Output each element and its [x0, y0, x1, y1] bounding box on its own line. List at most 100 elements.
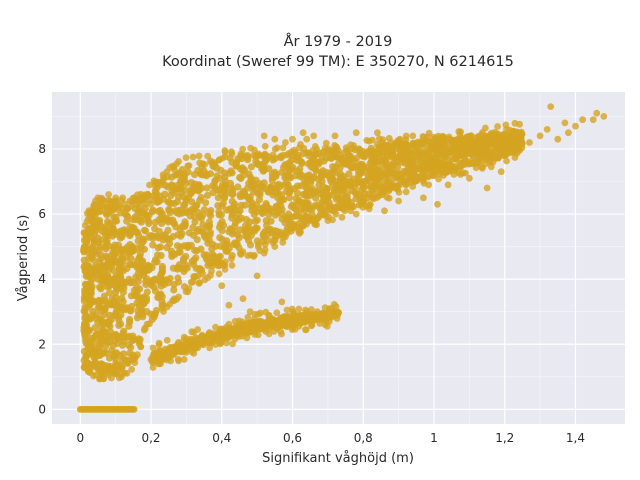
data-point: [123, 369, 131, 377]
data-point: [238, 167, 247, 175]
data-point: [331, 142, 338, 149]
data-point: [209, 182, 217, 190]
data-point: [366, 147, 373, 155]
data-point: [373, 159, 381, 167]
data-point: [278, 314, 285, 321]
data-point: [272, 170, 280, 178]
data-point: [114, 259, 122, 267]
data-point: [308, 311, 316, 319]
data-point: [472, 164, 480, 172]
data-point: [105, 354, 114, 362]
data-point: [176, 261, 184, 269]
data-point: [260, 249, 268, 257]
data-point: [129, 335, 138, 343]
data-point: [433, 134, 441, 142]
data-point: [488, 149, 496, 157]
data-point: [126, 349, 134, 357]
data-point: [203, 191, 212, 199]
data-point: [152, 310, 159, 318]
data-point: [456, 163, 464, 170]
data-point: [440, 138, 448, 146]
data-point: [433, 167, 441, 175]
x-tick-label: 0,6: [283, 431, 302, 445]
data-point: [387, 152, 395, 160]
data-point: [147, 200, 155, 208]
data-point: [166, 206, 174, 214]
data-point: [100, 202, 107, 210]
data-point: [133, 292, 141, 300]
data-point: [255, 241, 262, 249]
data-point: [248, 182, 256, 190]
data-point: [203, 184, 211, 192]
data-point: [282, 227, 290, 235]
data-point: [233, 239, 241, 247]
data-point: [228, 214, 236, 222]
data-point: [188, 189, 196, 197]
data-point: [254, 310, 262, 318]
data-point: [328, 305, 335, 312]
data-point: [106, 328, 114, 336]
data-point: [105, 282, 113, 290]
x-tick-label: 0,4: [212, 431, 231, 445]
data-point: [290, 146, 298, 154]
data-point: [308, 205, 316, 213]
data-point: [260, 132, 268, 140]
data-point: [440, 167, 448, 175]
data-point: [155, 347, 163, 355]
data-point: [273, 309, 281, 317]
data-point: [214, 253, 223, 262]
data-point: [155, 339, 163, 347]
data-point: [486, 158, 494, 166]
data-point: [146, 320, 153, 328]
data-point: [99, 329, 107, 337]
data-point: [296, 165, 304, 173]
data-point: [311, 151, 319, 158]
data-point: [189, 153, 197, 161]
data-point: [314, 187, 322, 195]
data-point: [291, 311, 299, 319]
data-point: [143, 308, 151, 316]
y-tick-label: 2: [38, 337, 46, 351]
data-point: [84, 215, 92, 223]
data-point: [244, 152, 252, 159]
data-point: [158, 262, 166, 271]
data-point: [172, 208, 180, 217]
data-point: [134, 351, 141, 359]
data-point: [188, 198, 196, 206]
data-point: [206, 170, 214, 178]
x-axis-ticks: 0 0,2 0,4 0,6 0,8 1 1,2 1,4: [76, 431, 585, 445]
data-point: [185, 285, 193, 292]
data-point: [155, 354, 163, 362]
data-point: [174, 231, 182, 239]
data-point: [145, 217, 153, 225]
data-point: [146, 181, 153, 189]
data-point: [412, 147, 420, 155]
data-point: [345, 170, 353, 178]
data-point: [381, 207, 388, 215]
data-point: [311, 221, 319, 228]
data-point: [99, 369, 107, 377]
data-point: [374, 129, 381, 137]
data-point: [409, 139, 417, 147]
data-point: [159, 301, 167, 308]
data-point: [383, 168, 391, 177]
data-point: [543, 125, 551, 133]
data-point: [412, 155, 421, 163]
data-point: [440, 133, 447, 141]
data-point: [120, 245, 128, 253]
data-point: [195, 186, 203, 194]
data-point: [107, 197, 114, 205]
data-point: [332, 195, 341, 203]
data-point: [422, 157, 430, 165]
data-point: [147, 232, 155, 240]
data-point: [299, 129, 307, 137]
data-point: [141, 199, 149, 207]
data-point: [589, 116, 597, 124]
data-point: [359, 162, 368, 171]
data-point: [149, 344, 157, 352]
data-point: [212, 341, 219, 348]
data-point: [402, 180, 410, 188]
data-point: [155, 227, 163, 235]
data-point: [337, 199, 346, 207]
data-point: [342, 157, 350, 165]
